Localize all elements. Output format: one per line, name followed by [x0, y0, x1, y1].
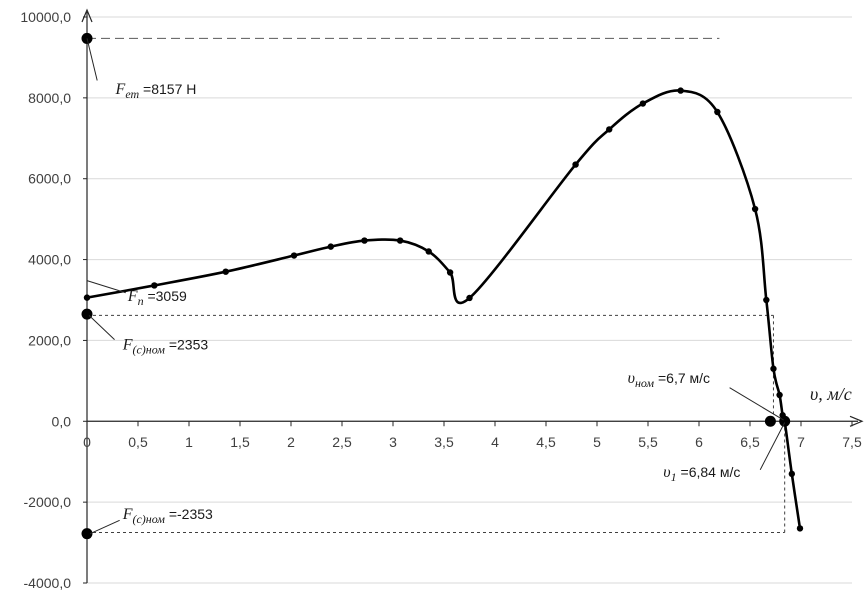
annotation-subscript: ет	[125, 87, 139, 101]
annotation-label: F(c)ном =-2353	[122, 506, 213, 526]
annotation-label: F(c)ном =2353	[122, 337, 209, 357]
x-tick-label: 3,5	[434, 434, 454, 450]
annotation-symbol: υ	[628, 370, 635, 387]
data-point	[466, 294, 473, 302]
data-point	[788, 470, 796, 478]
data-point	[770, 365, 777, 372]
annotation-symbol: F	[122, 506, 133, 523]
annotation-leader	[89, 519, 120, 535]
x-tick-label: 7,5	[842, 434, 862, 450]
x-tick-label: 5	[593, 434, 601, 450]
x-tick-label: 6	[695, 434, 703, 450]
data-point	[361, 237, 368, 244]
x-tick-label: 7	[797, 434, 805, 450]
data-point	[751, 205, 759, 213]
data-point	[396, 237, 404, 244]
data-point	[796, 525, 804, 532]
annotation-label: Fет =8157 Н	[115, 81, 197, 101]
tick-labels: 0 0,5 1 1,5 2 2,5 3 3,5 4 4,5 5 5,5 6 6,5 7 7,5 -4000,0 -…	[20, 9, 862, 591]
annotation-value: =-2353	[165, 506, 213, 522]
x-tick-label: 3	[389, 434, 397, 450]
data-point	[425, 248, 432, 255]
data-points	[81, 32, 804, 540]
annotation-subscript: (c)ном	[132, 512, 165, 526]
annotation-symbol: F	[127, 288, 138, 305]
annotation-value: =6,84 м/с	[677, 464, 741, 480]
x-axis-arrow	[849, 415, 864, 427]
y-tick-label: 0,0	[52, 413, 72, 429]
annotation-subscript: 1	[671, 470, 677, 484]
annotation-label: υ1 =6,84 м/с	[663, 464, 740, 484]
annotation-leader	[86, 280, 126, 294]
y-axis-arrow	[81, 8, 93, 23]
data-point	[677, 87, 684, 94]
data-point	[290, 252, 298, 259]
y-tick-label: -4000,0	[24, 575, 72, 591]
annotation-leader	[759, 422, 786, 471]
annotation-leader	[86, 38, 98, 81]
data-point	[606, 126, 613, 133]
y-tick-label: -2000,0	[24, 494, 72, 510]
annotation-leader	[88, 315, 115, 340]
y-tick-label: 8000,0	[28, 90, 71, 106]
x-tick-label: 0	[83, 434, 91, 450]
data-point	[776, 391, 783, 399]
annotation-value: =8157 Н	[139, 81, 196, 97]
x-tick-label: 1,5	[230, 434, 250, 450]
x-tick-label: 2	[287, 434, 295, 450]
highlight-point	[81, 528, 93, 540]
annotation-subscript: п	[138, 294, 144, 308]
annotation-label: Fп =3059	[127, 288, 187, 308]
annotation-symbol: υ	[663, 464, 670, 481]
data-point	[572, 161, 579, 168]
data-point	[639, 100, 647, 107]
annotation-value: =3059	[144, 288, 187, 304]
annotation-leader	[729, 387, 784, 421]
series-line	[86, 89, 802, 529]
data-point	[446, 269, 454, 276]
x-tick-label: 0,5	[128, 434, 148, 450]
x-tick-label: 4	[491, 434, 499, 450]
annotation-symbol: F	[122, 337, 133, 354]
series-curve	[86, 89, 802, 529]
annotation-symbol: F	[115, 81, 126, 98]
data-point	[151, 282, 158, 289]
data-point	[327, 243, 334, 250]
data-point	[763, 296, 770, 304]
x-tick-label: 6,5	[740, 434, 760, 450]
y-tick-label: 2000,0	[28, 332, 71, 348]
reference-lines	[87, 37, 786, 533]
annotation-value: =6,7 м/с	[654, 370, 710, 386]
data-point	[714, 108, 721, 116]
annotation-value: =2353	[165, 337, 208, 353]
data-point	[222, 268, 229, 275]
x-axis-title: υ, м/с	[810, 384, 852, 404]
grid	[87, 16, 852, 584]
annotation-subscript: (c)ном	[132, 343, 165, 357]
y-tick-label: 10000,0	[20, 9, 71, 25]
y-tick-label: 4000,0	[28, 252, 71, 268]
x-tick-label: 2,5	[332, 434, 352, 450]
annotation-subscript: ном	[635, 376, 654, 390]
x-tick-label: 4,5	[536, 434, 556, 450]
data-point	[83, 294, 91, 301]
annotation-label: υном =6,7 м/с	[628, 370, 710, 390]
highlight-point	[764, 415, 776, 427]
highlight-point	[81, 308, 93, 320]
x-tick-label: 1	[185, 434, 193, 450]
axes	[81, 8, 864, 584]
x-tick-label: 5,5	[638, 434, 658, 450]
y-tick-label: 6000,0	[28, 171, 71, 187]
highlight-point	[779, 415, 791, 427]
